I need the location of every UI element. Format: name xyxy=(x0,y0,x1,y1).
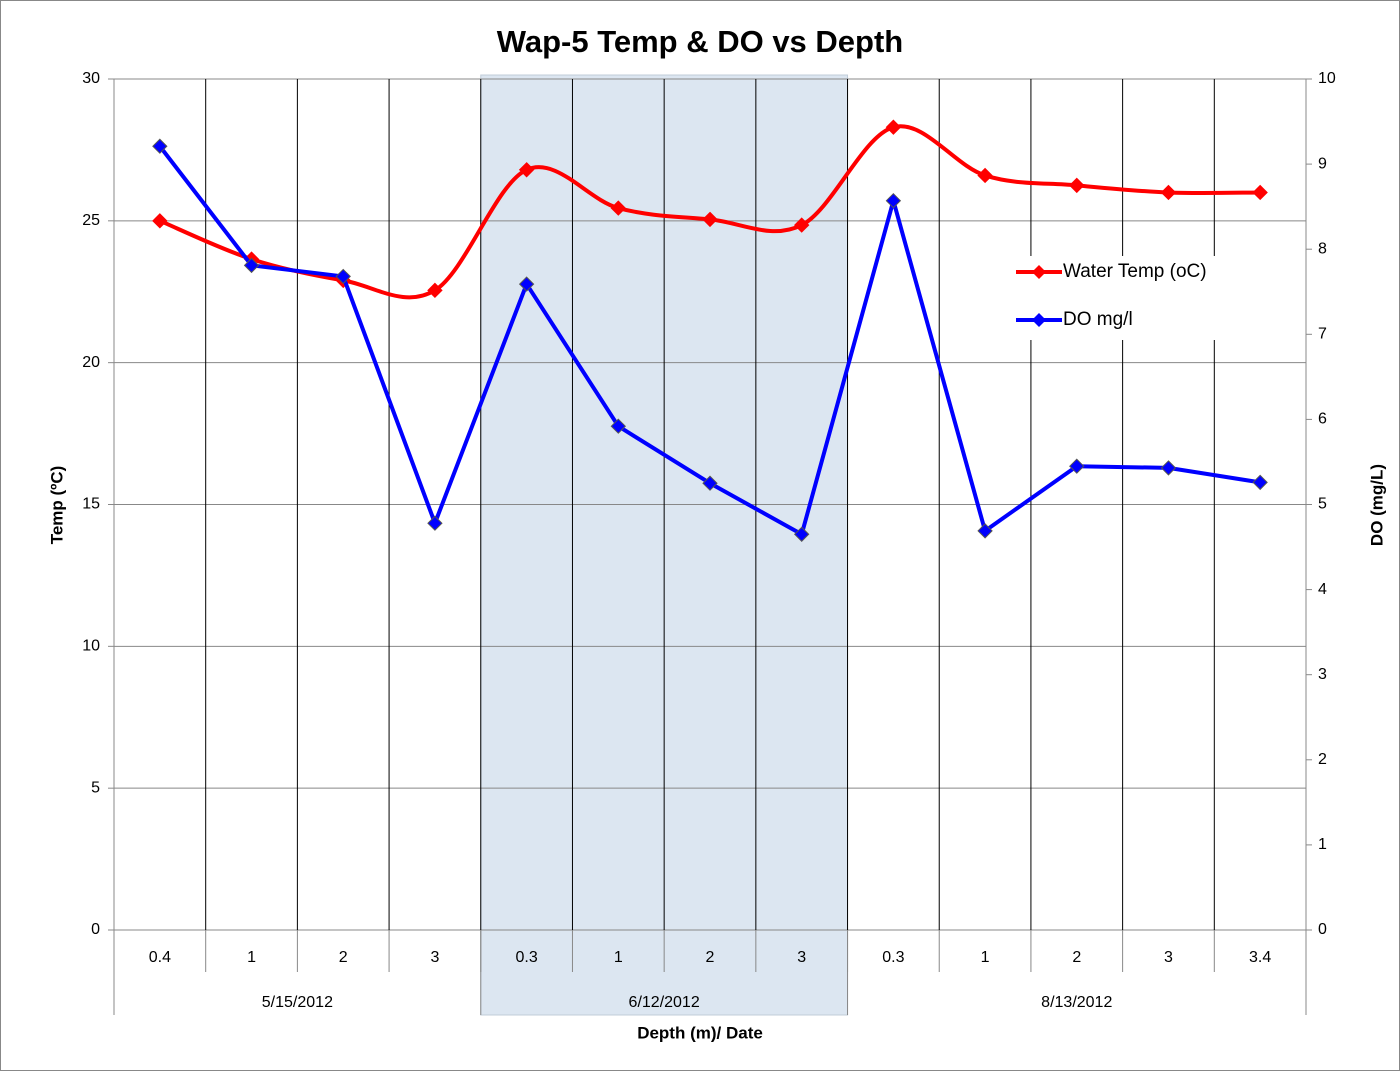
x-tick-label: 1 xyxy=(981,949,990,966)
data-point xyxy=(793,526,810,542)
y-tick-label: 30 xyxy=(82,70,100,87)
data-point xyxy=(702,475,718,491)
data-point xyxy=(518,162,535,178)
y-tick-label: 5 xyxy=(91,779,100,796)
data-point xyxy=(1160,184,1177,201)
data-point xyxy=(977,523,993,539)
legend-marker xyxy=(1032,313,1046,327)
data-point xyxy=(152,138,168,154)
data-point xyxy=(793,217,810,233)
group-label: 6/12/2012 xyxy=(629,994,700,1011)
y2-tick-label: 6 xyxy=(1318,411,1327,428)
y2-tick-label: 3 xyxy=(1318,666,1327,683)
y2-tick-label: 1 xyxy=(1318,836,1327,853)
x-tick-label: 1 xyxy=(247,949,256,966)
x-tick-label: 0.4 xyxy=(149,949,171,966)
data-point xyxy=(885,119,902,135)
y2-tick-label: 10 xyxy=(1318,70,1336,87)
legend: Water Temp (oC) DO mg/l xyxy=(1008,256,1248,340)
y2-tick-label: 9 xyxy=(1318,155,1327,172)
data-point xyxy=(1252,184,1268,201)
data-point xyxy=(702,211,718,228)
mark-layer xyxy=(152,119,1268,542)
x-tick-label: 2 xyxy=(1072,949,1081,966)
data-point xyxy=(1252,474,1268,491)
x-tick-label: 3 xyxy=(797,949,806,966)
data-point xyxy=(518,276,535,292)
x-tick-label: 2 xyxy=(339,949,348,966)
y-axis-title: Temp (ºC) xyxy=(47,466,66,545)
data-point xyxy=(885,192,902,209)
y2-tick-label: 4 xyxy=(1318,581,1327,598)
x-tick-label: 2 xyxy=(706,949,715,966)
data-point xyxy=(152,213,168,229)
y-tick-label: 25 xyxy=(82,212,100,229)
data-point xyxy=(977,167,993,184)
y2-tick-label: 8 xyxy=(1318,240,1327,257)
x-tick-label: 0.3 xyxy=(515,949,537,966)
legend-label: DO mg/l xyxy=(1063,309,1133,330)
data-point xyxy=(243,257,260,274)
x-tick-label: 3 xyxy=(1164,949,1173,966)
y-tick-label: 10 xyxy=(82,638,100,655)
y-tick-label: 0 xyxy=(91,921,100,938)
legend-marker xyxy=(1032,265,1046,279)
data-point xyxy=(335,268,351,285)
x-axis-title: Depth (m)/ Date xyxy=(637,1023,763,1042)
x-tick-label: 1 xyxy=(614,949,623,966)
x-tick-label: 3 xyxy=(430,949,439,966)
y2-tick-label: 7 xyxy=(1318,326,1327,343)
x-tick-label: 0.3 xyxy=(882,949,904,966)
data-point xyxy=(1069,177,1085,194)
chart-title: Wap-5 Temp & DO vs Depth xyxy=(497,24,903,59)
data-point xyxy=(1160,460,1177,476)
y2-tick-label: 2 xyxy=(1318,751,1327,768)
legend-label: Water Temp (oC) xyxy=(1063,261,1207,282)
y2-tick-label: 0 xyxy=(1318,921,1327,938)
data-point xyxy=(610,200,627,216)
group-label: 5/15/2012 xyxy=(262,994,333,1011)
data-point xyxy=(610,418,627,434)
y2-axis-title: DO (mg/L) xyxy=(1367,464,1386,546)
data-point xyxy=(427,515,443,531)
data-point xyxy=(427,282,443,299)
y-tick-label: 20 xyxy=(82,354,100,371)
x-tick-label: 3.4 xyxy=(1249,949,1271,966)
y-tick-label: 15 xyxy=(82,496,100,513)
data-point xyxy=(1069,458,1085,474)
group-label: 8/13/2012 xyxy=(1041,994,1112,1011)
grid-layer xyxy=(108,78,1312,1015)
y2-tick-label: 5 xyxy=(1318,496,1327,513)
